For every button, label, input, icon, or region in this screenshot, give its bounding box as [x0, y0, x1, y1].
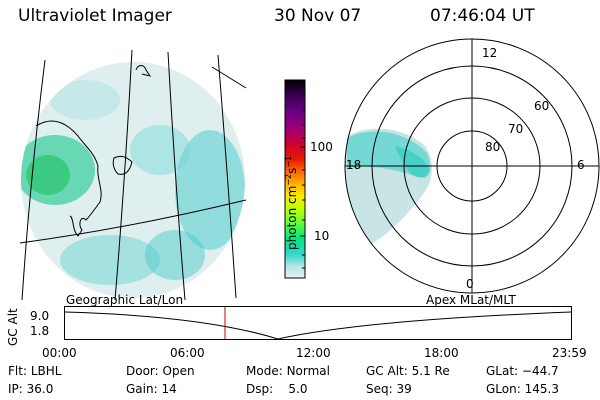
polar-mlat-mlt-panel[interactable]: 12 18 6 0 60 70 80: [335, 38, 600, 298]
info-ip: IP: 36.0: [8, 382, 54, 396]
altitude-timeline-plot[interactable]: [64, 306, 574, 346]
colorbar-tick-100: 100: [310, 140, 333, 154]
info-dsp: Dsp: 5.0: [246, 382, 308, 396]
colorbar-minor-ticks: [300, 94, 305, 269]
instrument-title: Ultraviolet Imager: [18, 6, 172, 26]
timeline-x-tick-0000: 00:00: [42, 346, 77, 360]
timeline-y-label: GC Alt: [6, 308, 20, 346]
coastline: [35, 65, 152, 237]
mlat-label-70: 70: [508, 122, 523, 136]
timeline-x-tick-0600: 06:00: [170, 346, 205, 360]
timeline-x-tick-2359: 23:59: [552, 346, 587, 360]
altitude-curve: [64, 311, 572, 340]
date-label: 30 Nov 07: [274, 6, 362, 26]
timeline-x-tick-1200: 12:00: [296, 346, 331, 360]
colorbar-gradient: [284, 79, 306, 279]
mlt-label-12: 12: [482, 46, 497, 60]
info-glat: GLat: −44.7: [486, 364, 559, 378]
time-label: 07:46:04 UT: [430, 6, 535, 26]
timeline-y-tick-1: 1.8: [30, 324, 50, 338]
graticule-lines: [19, 49, 247, 300]
geographic-image-panel[interactable]: [0, 40, 260, 300]
colorbar-tick-10: 10: [314, 229, 330, 243]
mlat-label-60: 60: [534, 99, 549, 113]
colorbar: [284, 79, 306, 279]
info-door: Door: Open: [126, 364, 195, 378]
mlat-label-80: 80: [485, 140, 500, 154]
timeline-frame: [64, 306, 572, 340]
geographic-panel-label: Geographic Lat/Lon: [66, 293, 184, 307]
uv-emission: [21, 80, 245, 285]
timeline-y-tick-9: 9.0: [30, 309, 50, 323]
info-glon: GLon: 145.3: [486, 382, 559, 396]
info-gain: Gain: 14: [126, 382, 177, 396]
info-seq: Seq: 39: [366, 382, 412, 396]
mlt-label-18: 18: [346, 158, 361, 172]
colorbar-unit-label: photon cm−2s−1: [284, 155, 299, 250]
mlt-label-6: 6: [577, 158, 585, 172]
polar-uv-emission: [345, 128, 432, 253]
info-mode: Mode: Normal: [246, 364, 330, 378]
mlt-label-0: 0: [466, 277, 474, 291]
polar-grid: [344, 38, 600, 294]
timeline-x-tick-1800: 18:00: [424, 346, 459, 360]
apex-panel-label: Apex MLat/MLT: [426, 293, 516, 307]
info-gc-alt: GC Alt: 5.1 Re: [366, 364, 450, 378]
info-filter: Flt: LBHL: [8, 364, 62, 378]
